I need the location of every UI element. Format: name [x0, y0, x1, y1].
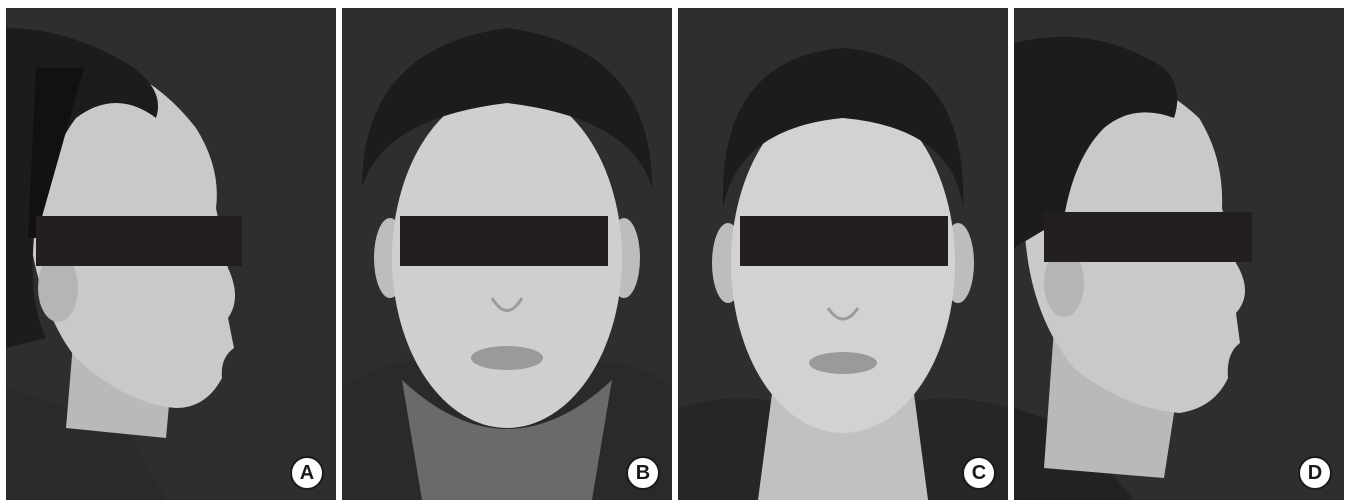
photo-panel-a: A	[6, 8, 336, 500]
censor-bar	[400, 216, 608, 266]
panel-label-d: D	[1298, 456, 1332, 490]
panel-label-c: C	[962, 456, 996, 490]
photo-panel-d: D	[1014, 8, 1344, 500]
panel-label-a: A	[290, 456, 324, 490]
censor-bar	[1044, 212, 1252, 262]
censor-bar	[36, 216, 242, 266]
censor-bar	[740, 216, 948, 266]
photo-panel-b: B	[342, 8, 672, 500]
photo-panel-c: C	[678, 8, 1008, 500]
panel-label-b: B	[626, 456, 660, 490]
